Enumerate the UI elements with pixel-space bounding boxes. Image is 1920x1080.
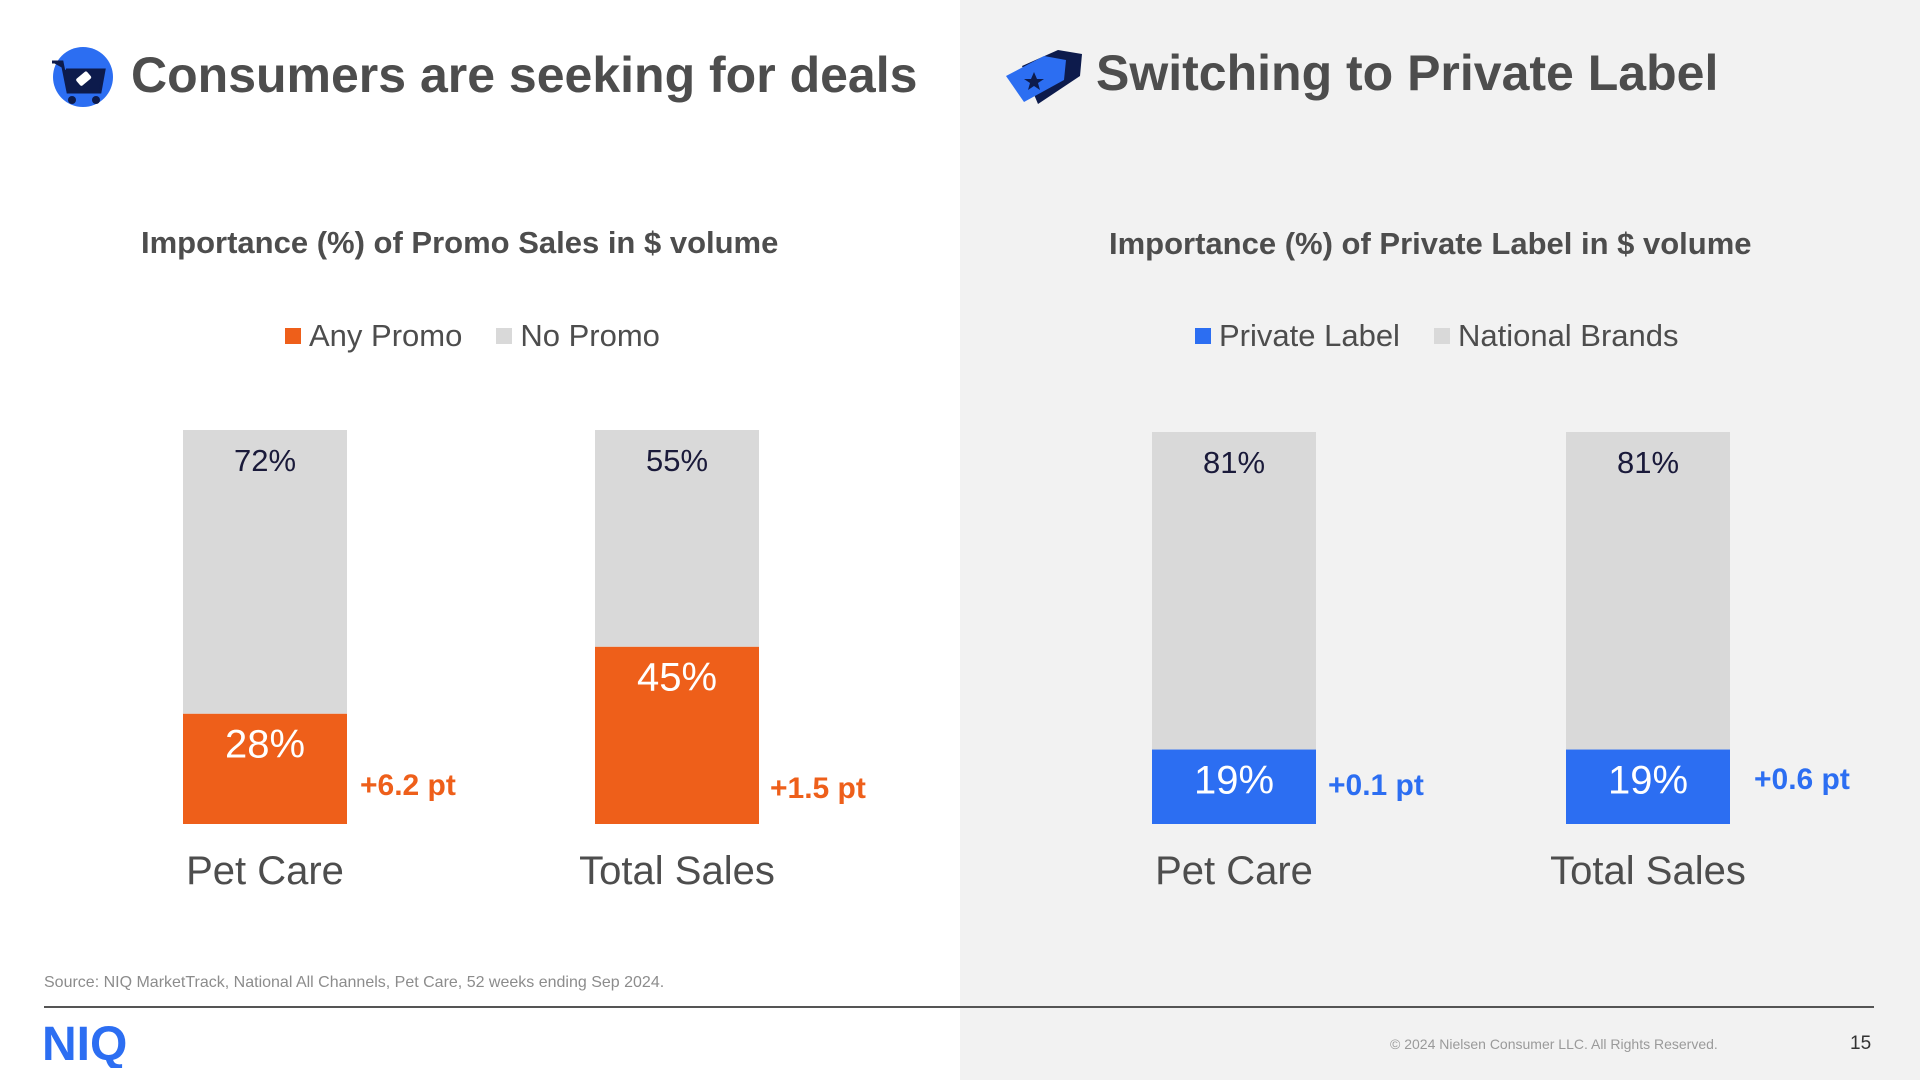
legend-label-private-label: Private Label	[1219, 318, 1400, 353]
page-number: 15	[1850, 1033, 1872, 1054]
legend-swatch-national-brands	[1433, 328, 1450, 344]
right-panel-background	[960, 0, 1920, 1080]
data-label-any-promo-pet-care: 28%	[225, 723, 305, 767]
legend-item-private-label: Private Label	[1195, 318, 1400, 354]
chart-2-legend: Private Label National Brands	[1195, 318, 1713, 354]
category-label-pet-care: Pet Care	[1155, 849, 1313, 893]
data-label-no-promo-pet-care: 72%	[234, 443, 296, 478]
category-label-pet-care: Pet Care	[186, 849, 344, 893]
data-label-national-brands-pet-care: 81%	[1203, 445, 1265, 480]
category-label-total-sales: Total Sales	[1550, 849, 1746, 893]
bar-private-label-total-sales	[1566, 749, 1730, 824]
chart-1-legend: Any Promo No Promo	[285, 318, 694, 354]
change-annotation-pet-care: +0.1 pt	[1328, 769, 1424, 802]
niq-logo: NIQ	[42, 1018, 127, 1068]
legend-item-any-promo: Any Promo	[285, 318, 462, 354]
legend-item-no-promo: No Promo	[496, 318, 660, 354]
bar-no-promo-pet-care	[183, 430, 347, 714]
legend-item-national-brands: National Brands	[1433, 318, 1679, 354]
category-label-total-sales: Total Sales	[579, 849, 775, 893]
bar-national-brands-total-sales	[1566, 432, 1730, 750]
private-label-chart: 19% 81% Pet Care +0.1 pt 19% 81% Total Sales +0…	[1152, 432, 1850, 893]
legend-label-no-promo: No Promo	[520, 318, 660, 353]
data-label-private-label-pet-care: 19%	[1194, 759, 1274, 803]
chart-2-title: Importance (%) of Private Label in $ vol…	[1109, 226, 1752, 261]
data-label-private-label-total-sales: 19%	[1608, 759, 1688, 803]
legend-swatch-any-promo	[285, 328, 301, 344]
bar-no-promo-total-sales	[595, 430, 759, 647]
legend-swatch-no-promo	[496, 328, 513, 344]
copyright-notice: © 2024 Nielsen Consumer LLC. All Rights …	[1390, 1036, 1718, 1052]
niq-logo-text: NIQ	[42, 1018, 127, 1068]
price-tag-star-icon	[1006, 50, 1082, 104]
data-label-national-brands-total-sales: 81%	[1617, 445, 1679, 480]
legend-swatch-private-label	[1195, 328, 1211, 344]
legend-label-national-brands: National Brands	[1457, 318, 1679, 353]
change-annotation-total-sales: +0.6 pt	[1754, 763, 1850, 796]
promo-sales-chart: 28% 72% Pet Care +6.2 pt 45% 55% Total Sales +1…	[183, 430, 866, 893]
source-note: Source: NIQ MarketTrack, National All Ch…	[44, 974, 665, 991]
bar-any-promo-total-sales	[595, 646, 759, 824]
right-panel-title: Switching to Private Label	[1096, 45, 1719, 101]
bar-private-label-pet-care	[1152, 749, 1316, 824]
bar-national-brands-pet-care	[1152, 432, 1316, 750]
data-label-any-promo-total-sales: 45%	[637, 656, 717, 700]
legend-label-any-promo: Any Promo	[309, 318, 463, 353]
left-panel-title: Consumers are seeking for deals	[131, 47, 918, 103]
data-label-no-promo-total-sales: 55%	[646, 443, 708, 478]
chart-1-title: Importance (%) of Promo Sales in $ volum…	[141, 225, 779, 260]
bar-any-promo-pet-care	[183, 713, 347, 824]
change-annotation-total-sales: +1.5 pt	[770, 772, 866, 805]
shopping-cart-tag-icon	[52, 47, 113, 107]
footer-divider	[44, 1006, 1874, 1008]
change-annotation-pet-care: +6.2 pt	[360, 769, 456, 802]
